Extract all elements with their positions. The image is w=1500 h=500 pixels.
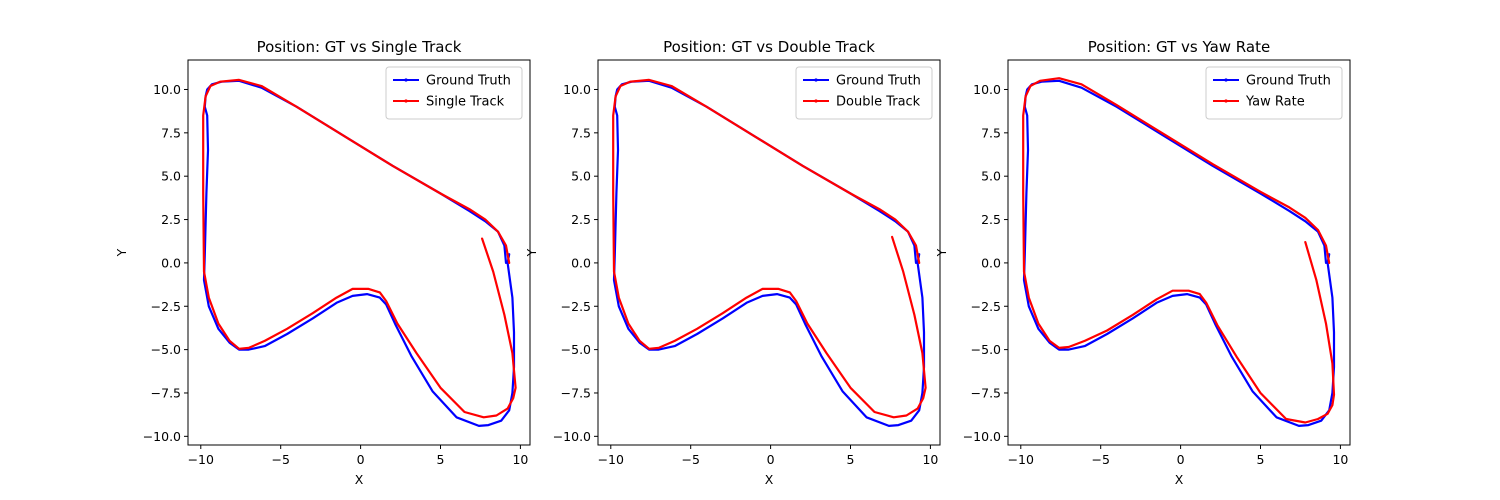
- y-tick-label: 2.5: [161, 212, 181, 227]
- y-tick-label: −10.0: [963, 429, 1001, 444]
- series-line-ground-truth: [612, 79, 926, 427]
- x-tick-label: 0: [1177, 452, 1185, 467]
- plot-frame: [1007, 59, 1351, 446]
- x-tick-label: −10: [598, 452, 624, 467]
- legend-marker-single-track: [404, 99, 408, 103]
- series-line-yaw-rate: [1022, 77, 1336, 424]
- legend-marker-ground-truth: [814, 78, 818, 82]
- chart-title: Position: GT vs Double Track: [663, 38, 875, 56]
- legend-marker-ground-truth: [1224, 78, 1228, 82]
- y-tick-label: −5.0: [151, 342, 181, 357]
- y-tick-label: 10.0: [153, 82, 181, 97]
- x-tick-label: −5: [681, 452, 699, 467]
- legend-box: [795, 66, 933, 120]
- series-line-ground-truth: [1022, 79, 1336, 427]
- series-line-ground-truth: [202, 79, 516, 427]
- legend: Ground Truth Single Track: [385, 66, 523, 120]
- y-tick-label: −7.5: [151, 385, 181, 400]
- legend-label-yaw-rate: Yaw Rate: [1245, 95, 1305, 110]
- y-tick-label: −7.5: [971, 385, 1001, 400]
- y-tick-label: −10.0: [143, 429, 181, 444]
- chart-panel-3: Position: GT vs Yaw Rate −10 −5 0 5 10 −10.0 −7…: [934, 38, 1351, 487]
- x-tick-label: −5: [271, 452, 289, 467]
- legend-label-double-track: Double Track: [836, 95, 921, 110]
- series-line-double-track: [612, 78, 927, 419]
- x-axis-label: X: [765, 472, 774, 487]
- y-axis-label: Y: [114, 248, 129, 257]
- x-tick-label: 0: [357, 452, 365, 467]
- y-tick-label: −5.0: [561, 342, 591, 357]
- x-tick-label: 5: [847, 452, 855, 467]
- y-tick-label: −5.0: [971, 342, 1001, 357]
- y-tick-label: 0.0: [981, 255, 1001, 270]
- legend-label-ground-truth: Ground Truth: [836, 74, 921, 89]
- y-tick-label: −2.5: [151, 299, 181, 314]
- y-tick-label: 2.5: [571, 212, 591, 227]
- x-tick-label: −5: [1091, 452, 1109, 467]
- x-tick-label: 10: [1332, 452, 1348, 467]
- legend-marker-ground-truth: [404, 78, 408, 82]
- y-tick-label: 7.5: [571, 125, 591, 140]
- y-tick-label: −2.5: [561, 299, 591, 314]
- y-tick-label: 0.0: [571, 255, 591, 270]
- legend-label-single-track: Single Track: [426, 95, 505, 110]
- y-tick-label: −2.5: [971, 299, 1001, 314]
- x-tick-label: 10: [512, 452, 528, 467]
- x-tick-label: −10: [188, 452, 214, 467]
- y-tick-label: 7.5: [161, 125, 181, 140]
- legend-marker-yaw-rate: [1224, 99, 1228, 103]
- chart-title: Position: GT vs Yaw Rate: [1088, 38, 1270, 56]
- y-axis-label: Y: [524, 248, 539, 257]
- x-tick-label: 5: [437, 452, 445, 467]
- x-tick-label: 0: [767, 452, 775, 467]
- chart-panel-2: Position: GT vs Double Track −10 −5 0 5 10 −10…: [524, 38, 941, 487]
- legend-label-ground-truth: Ground Truth: [426, 74, 511, 89]
- legend-marker-double-track: [814, 99, 818, 103]
- series-line-single-track: [202, 78, 517, 419]
- y-tick-label: 0.0: [161, 255, 181, 270]
- legend-label-ground-truth: Ground Truth: [1246, 74, 1331, 89]
- y-tick-label: −7.5: [561, 385, 591, 400]
- y-tick-label: −10.0: [553, 429, 591, 444]
- y-tick-label: 5.0: [981, 169, 1001, 184]
- x-tick-label: 5: [1257, 452, 1265, 467]
- y-tick-label: 10.0: [563, 82, 591, 97]
- y-tick-label: 10.0: [973, 82, 1001, 97]
- y-tick-label: 2.5: [981, 212, 1001, 227]
- legend-box: [385, 66, 523, 120]
- legend-box: [1205, 66, 1343, 120]
- x-axis-label: X: [1175, 472, 1184, 487]
- chart-panel-1: Position: GT vs Single Track −10 −5 0 5 10 −10…: [114, 38, 531, 487]
- y-axis-label: Y: [934, 248, 949, 257]
- x-tick-label: −10: [1008, 452, 1034, 467]
- plot-frame: [597, 59, 941, 446]
- chart-title: Position: GT vs Single Track: [257, 38, 462, 56]
- x-tick-label: 10: [922, 452, 938, 467]
- legend: Ground Truth Double Track: [795, 66, 933, 120]
- y-tick-label: 7.5: [981, 125, 1001, 140]
- plot-frame: [187, 59, 531, 446]
- y-tick-label: 5.0: [571, 169, 591, 184]
- x-axis-label: X: [355, 472, 364, 487]
- legend: Ground Truth Yaw Rate: [1205, 66, 1343, 120]
- y-tick-label: 5.0: [161, 169, 181, 184]
